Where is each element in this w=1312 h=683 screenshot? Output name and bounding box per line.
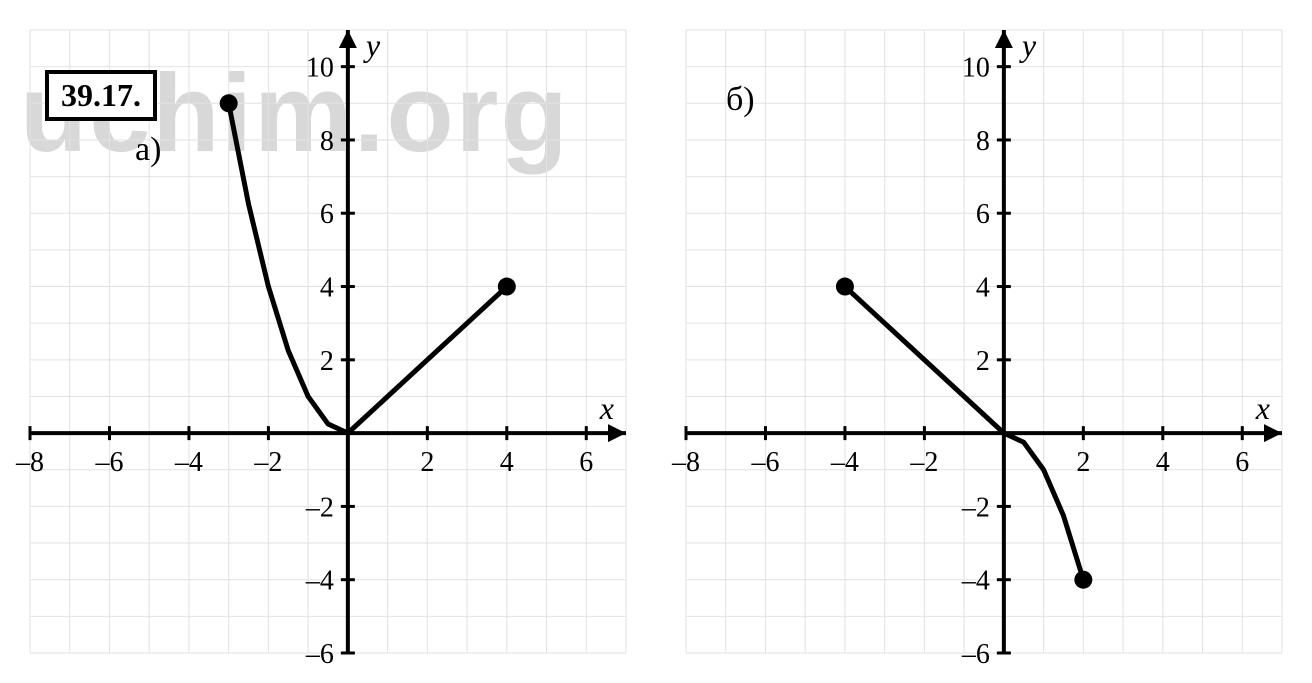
subplot-label: a) <box>135 131 161 168</box>
y-tick-label: –2 <box>305 492 334 523</box>
x-axis-label: x <box>599 390 614 426</box>
page: uchim.org 39.17. –8–6–4–2246–6–4–2246810… <box>0 0 1312 683</box>
y-tick-label: –4 <box>961 566 990 597</box>
y-axis-arrow <box>339 30 357 48</box>
x-tick-label: –2 <box>909 447 938 478</box>
y-tick-label: 6 <box>976 199 990 230</box>
endpoint-marker <box>220 94 238 112</box>
y-tick-label: –6 <box>961 639 990 670</box>
problem-number-box: 39.17. <box>45 70 157 121</box>
endpoint-marker <box>836 278 854 296</box>
y-axis-label: y <box>363 27 381 63</box>
x-axis-arrow <box>608 424 626 442</box>
y-tick-label: 2 <box>320 346 334 377</box>
x-tick-label: 2 <box>420 447 434 478</box>
subplot-label: б) <box>726 81 755 118</box>
chart-b: –8 –6 –4 –2 2 4 6 –6 –4 –2 2 4 6 8 10 x y б) <box>656 0 1312 683</box>
endpoint-marker <box>498 278 516 296</box>
y-tick-label: 4 <box>320 273 334 304</box>
x-tick-label: 6 <box>579 447 593 478</box>
x-tick-label: –4 <box>174 447 203 478</box>
x-tick-label: 6 <box>1235 447 1249 478</box>
x-axis-label: x <box>1255 390 1270 426</box>
x-axis-arrow <box>1264 424 1282 442</box>
y-tick-label: –6 <box>305 639 334 670</box>
y-tick-label: –2 <box>961 492 990 523</box>
x-tick-label: –2 <box>253 447 282 478</box>
x-tick-label: –6 <box>94 447 123 478</box>
y-tick-label: 6 <box>320 199 334 230</box>
charts-container: –8–6–4–2246–6–4–2246810xya) –8–6–4–2246–… <box>0 0 1312 683</box>
chart-b-wrap: –8 –6 –4 –2 2 4 6 –6 –4 –2 2 4 6 8 10 x y б) <box>656 0 1312 683</box>
y-tick-label: 8 <box>320 126 334 157</box>
y-axis-label: y <box>1019 27 1037 63</box>
y-tick-label: 10 <box>306 53 334 84</box>
x-tick-label: 2 <box>1076 447 1090 478</box>
x-tick-label: 4 <box>1156 447 1170 478</box>
y-tick-label: 2 <box>976 346 990 377</box>
endpoint-marker <box>1074 571 1092 589</box>
y-tick-label: 10 <box>962 53 990 84</box>
y-tick-label: –4 <box>305 566 334 597</box>
x-tick-label: 4 <box>500 447 514 478</box>
y-axis-arrow <box>995 30 1013 48</box>
y-tick-label: 4 <box>976 273 990 304</box>
x-tick-label: –8 <box>15 447 44 478</box>
x-tick-label: –6 <box>750 447 779 478</box>
x-tick-label: –4 <box>830 447 859 478</box>
x-tick-label: –8 <box>671 447 700 478</box>
y-tick-label: 8 <box>976 126 990 157</box>
